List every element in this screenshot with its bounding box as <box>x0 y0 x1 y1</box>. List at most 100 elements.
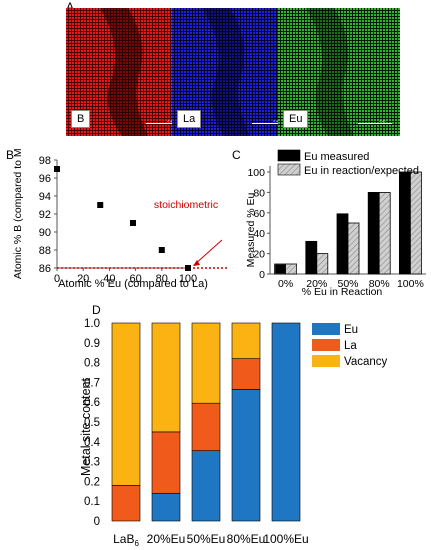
stoichiometric-annotation: stoichiometric <box>154 199 218 211</box>
panel-b-letter: B <box>6 148 15 162</box>
bar <box>336 213 349 275</box>
y-tick-label: 40 <box>253 228 265 240</box>
scale-bar-text: 2 µm <box>379 119 386 123</box>
stacked-bar-segment <box>231 389 261 522</box>
x-tick-label: 100%Eu <box>263 532 308 546</box>
stacked-bar-segment <box>231 322 261 359</box>
scale-bar-text: 2 µm <box>167 119 174 123</box>
annotation-arrow <box>193 239 223 266</box>
y-tick-label: 20 <box>253 249 265 261</box>
x-tick-label: 0 <box>54 273 60 285</box>
y-tick-label: 0 <box>94 516 100 528</box>
stacked-bar-segment <box>111 485 141 522</box>
bar-fill <box>286 264 297 274</box>
element-map-la: La 2 µm <box>172 8 294 136</box>
legend-label: Eu in reaction/expected <box>304 165 419 177</box>
panel-a-letter: A <box>66 0 75 14</box>
bar-fill <box>275 264 286 274</box>
y-tick-label: 94 <box>39 191 51 203</box>
x-tick-label: 0% <box>278 278 293 290</box>
y-tick-label: 0.9 <box>84 338 100 350</box>
stacked-bar-segment <box>191 402 221 452</box>
bar <box>398 171 411 275</box>
data-point <box>54 166 60 172</box>
legend-label: Eu measured <box>304 151 369 163</box>
x-tick-label: 20% <box>306 278 327 290</box>
element-map-eu: Eu 2 µm <box>278 8 400 136</box>
x-tick-label: 20%Eu <box>147 532 186 546</box>
legend-swatch <box>312 355 340 367</box>
stacked-bar-segment <box>151 431 181 494</box>
x-tick-label: 100% <box>397 278 424 290</box>
element-map-la-image <box>172 8 294 136</box>
x-tick-label: 40 <box>103 273 115 285</box>
y-tick-label: 88 <box>39 245 51 257</box>
annotation-arrowhead <box>193 260 200 266</box>
bar <box>347 222 360 275</box>
bar <box>378 192 391 275</box>
bar <box>409 171 422 275</box>
y-axis-label: Measured % Eu <box>245 192 257 267</box>
bar <box>367 192 380 275</box>
y-tick-label: 90 <box>39 227 51 239</box>
x-tick-label: 80%Eu <box>227 532 266 546</box>
data-point <box>97 202 104 208</box>
scatter-chart-b: Atomic % B (compared to M) Atomic % Eu (… <box>12 148 228 290</box>
y-tick-label: 0.7 <box>84 377 100 389</box>
stacked-bar-segment <box>191 322 221 404</box>
stacked-bar-segment <box>151 322 181 433</box>
scale-bar-text: 2 µm <box>273 119 280 123</box>
x-axis-label: % Eu in Reaction <box>302 286 383 298</box>
element-map-la-label: La <box>177 110 202 128</box>
y-tick-label: 0.4 <box>84 437 101 449</box>
y-tick-label: 96 <box>39 173 51 185</box>
x-tick-label: 20 <box>77 273 89 285</box>
element-map-b: B 2 µm <box>66 8 188 136</box>
y-tick-label: 80 <box>253 187 265 199</box>
data-point <box>158 247 165 253</box>
y-axis-label: Metal site content <box>80 377 93 475</box>
panel-d-letter: D <box>92 303 101 317</box>
y-tick-label: 100 <box>247 167 265 179</box>
stacked-bar-segment <box>231 358 261 390</box>
legend-label: Vacancy <box>344 356 388 368</box>
y-tick-label: 60 <box>253 208 265 220</box>
x-tick-label: 60 <box>129 273 141 285</box>
x-tick-label: 80% <box>369 278 390 290</box>
x-tick-label: 100 <box>179 273 197 285</box>
x-tick-label-subscript: 6 <box>134 539 139 548</box>
y-tick-label: 1.0 <box>84 318 100 330</box>
x-axis-label: Atomic % Eu (compared to La) <box>58 278 208 290</box>
y-tick-label: 0.2 <box>84 476 100 488</box>
y-tick-label: 0.5 <box>84 417 100 429</box>
y-tick-label: 92 <box>39 209 51 221</box>
stacked-bar-segment <box>271 322 301 522</box>
bar <box>305 240 318 275</box>
legend-swatch <box>277 149 301 162</box>
y-tick-label: 86 <box>39 263 51 275</box>
scale-bar <box>252 123 286 124</box>
legend-swatch <box>312 339 340 351</box>
element-map-b-label: B <box>71 110 91 128</box>
x-tick-label: 50% <box>337 278 358 290</box>
y-tick-label: 0.1 <box>84 496 100 508</box>
y-tick-label: 0.6 <box>84 397 100 409</box>
data-point <box>129 220 136 226</box>
stacked-bar-segment <box>111 322 141 486</box>
data-point <box>185 265 191 271</box>
x-tick-label: 80 <box>156 273 168 285</box>
bar <box>316 253 329 275</box>
y-tick-label: 0.8 <box>84 358 100 370</box>
legend-label: Eu <box>344 324 358 336</box>
y-tick-label: 0 <box>259 269 265 281</box>
stacked-bar-segment <box>151 492 181 522</box>
panel-c-letter: C <box>232 148 241 162</box>
x-tick-label: LaB6 <box>113 532 139 548</box>
scale-bar <box>146 123 180 124</box>
y-tick-label: 0.3 <box>84 457 100 469</box>
scale-bar <box>358 123 392 124</box>
stacked-bar-segment <box>191 450 221 522</box>
legend-swatch <box>312 323 340 335</box>
stacked-bar-chart-d: Metal site content 0 0.1 0.2 0.3 0.4 0.5 0.6 0.… <box>80 318 388 548</box>
bar-chart-c: Measured % Eu % Eu in Reaction 0 20 40 60 80… <box>245 149 426 298</box>
